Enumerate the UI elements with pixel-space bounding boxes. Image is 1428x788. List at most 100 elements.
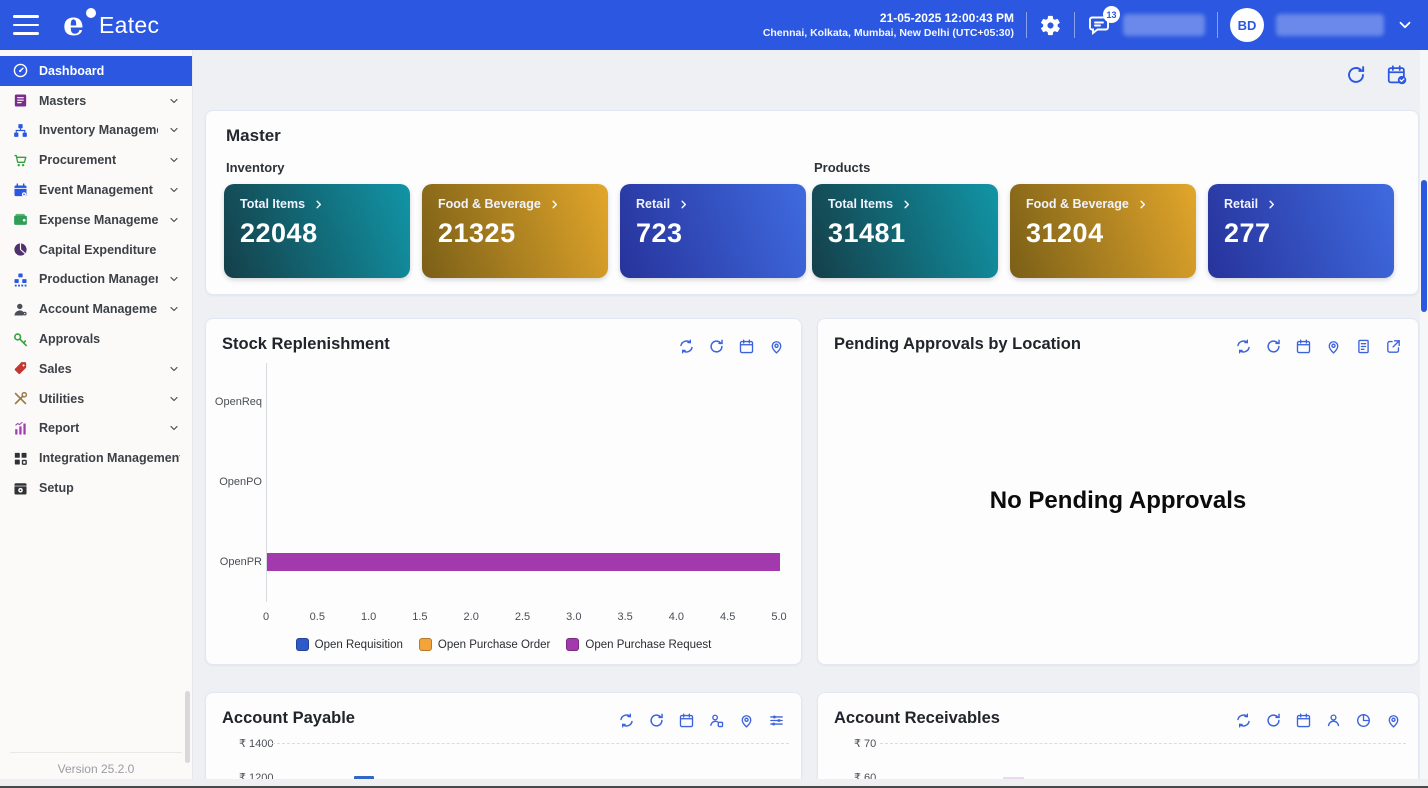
sidebar-item-event-management[interactable]: Event Management [0, 175, 192, 205]
chart-category-label: OpenPO [212, 476, 262, 488]
profile-chevron-down-icon[interactable] [1396, 16, 1414, 34]
sidebar-item-account-management[interactable]: Account Management [0, 294, 192, 324]
no-pending-approvals-message: No Pending Approvals [818, 487, 1418, 515]
account-payable-card: Account Payable ₹ 1400 ₹ 1200 [205, 692, 802, 788]
legend-label: Open Purchase Order [438, 639, 551, 651]
chart-bar[interactable] [267, 553, 780, 571]
main-scrollbar-thumb[interactable] [1421, 180, 1427, 312]
sidebar-item-label: Inventory Management [39, 123, 158, 137]
setup-icon [12, 480, 29, 497]
legend-swatch [566, 638, 579, 651]
master-card-title: Master [206, 111, 1418, 146]
tile-label: Retail [1224, 197, 1258, 211]
app-logo[interactable]: e Eatec [61, 7, 159, 43]
sidebar-item-production-management[interactable]: Production Management [0, 265, 192, 295]
sidebar-item-report[interactable]: Report [0, 414, 192, 444]
tile-inventory-food-beverage[interactable]: Food & Beverage 21325 [422, 184, 608, 278]
pie-chart-icon[interactable] [1355, 712, 1372, 729]
notifications-chat-icon[interactable]: 13 [1087, 13, 1111, 37]
location-icon[interactable] [738, 712, 755, 729]
calendar-icon[interactable] [1295, 338, 1312, 355]
chart-x-tick: 1.0 [361, 611, 376, 623]
card-title: Stock Replenishment [222, 335, 390, 354]
calendar-icon[interactable] [678, 712, 695, 729]
legend-item[interactable]: Open Requisition [296, 638, 403, 651]
sidebar-item-label: Sales [39, 362, 158, 376]
settings-gear-icon[interactable] [1039, 14, 1062, 37]
inventory-group: Inventory Total Items 22048 Food & Bever… [224, 156, 812, 278]
tile-value: 277 [1224, 218, 1378, 249]
sync-icon[interactable] [678, 338, 695, 355]
sidebar-item-expense-management[interactable]: Expense Management [0, 205, 192, 235]
tile-inventory-total-items[interactable]: Total Items 22048 [224, 184, 410, 278]
sidebar-item-sales[interactable]: Sales [0, 354, 192, 384]
tile-inventory-retail[interactable]: Retail 723 [620, 184, 806, 278]
sidebar-item-label: Procurement [39, 153, 158, 167]
tile-products-retail[interactable]: Retail 277 [1208, 184, 1394, 278]
sidebar-item-masters[interactable]: Masters [0, 86, 192, 116]
sidebar-item-integration-management[interactable]: Integration Management [0, 443, 192, 473]
location-icon[interactable] [768, 338, 785, 355]
legend-item[interactable]: Open Purchase Order [419, 638, 551, 651]
tile-products-food-beverage[interactable]: Food & Beverage 31204 [1010, 184, 1196, 278]
tile-products-total-items[interactable]: Total Items 31481 [812, 184, 998, 278]
chart-x-tick: 3.0 [566, 611, 581, 623]
sidebar-item-inventory-management[interactable]: Inventory Management [0, 116, 192, 146]
tile-label: Retail [636, 197, 670, 211]
customer-icon[interactable] [1325, 712, 1342, 729]
approvals-icon [12, 331, 29, 348]
app-version: Version 25.2.0 [10, 752, 182, 776]
sidebar-item-label: Utilities [39, 392, 158, 406]
chart-category-label: OpenReq [212, 396, 262, 408]
masters-icon [12, 92, 29, 109]
sidebar-item-setup[interactable]: Setup [0, 473, 192, 503]
sidebar-item-procurement[interactable]: Procurement [0, 145, 192, 175]
sidebar-item-label: Integration Management [39, 451, 180, 465]
refresh-icon[interactable] [1265, 712, 1282, 729]
open-external-icon[interactable] [1385, 338, 1402, 355]
location-icon[interactable] [1325, 338, 1342, 355]
sidebar-scrollbar-thumb[interactable] [185, 691, 190, 763]
sidebar-item-label: Dashboard [39, 64, 180, 78]
sidebar-item-label: Account Management [39, 302, 158, 316]
sidebar-item-label: Event Management [39, 183, 158, 197]
refresh-icon[interactable] [708, 338, 725, 355]
sidebar-item-approvals[interactable]: Approvals [0, 324, 192, 354]
utilities-icon [12, 390, 29, 407]
sidebar-item-dashboard[interactable]: Dashboard [0, 56, 192, 86]
sync-icon[interactable] [1235, 712, 1252, 729]
chevron-down-icon [168, 184, 180, 196]
tile-value: 31204 [1026, 218, 1180, 249]
card-title: Account Payable [222, 709, 355, 728]
inventory-group-label: Inventory [226, 160, 812, 175]
chevron-down-icon [168, 303, 180, 315]
chart-x-tick: 3.5 [617, 611, 632, 623]
calendar-icon[interactable] [738, 338, 755, 355]
main-scrollbar-track[interactable] [1420, 50, 1428, 781]
supplier-icon[interactable] [708, 712, 725, 729]
sidebar-item-utilities[interactable]: Utilities [0, 384, 192, 414]
chevron-right-icon [549, 199, 560, 210]
hamburger-menu-icon[interactable] [13, 15, 39, 35]
filter-icon[interactable] [768, 712, 785, 729]
sidebar-item-label: Production Management [39, 272, 158, 286]
sync-icon[interactable] [618, 712, 635, 729]
divider [1026, 12, 1027, 38]
divider [1217, 12, 1218, 38]
refresh-icon[interactable] [1345, 64, 1367, 86]
pending-approvals-card: Pending Approvals by Location No Pending… [817, 318, 1419, 665]
refresh-icon[interactable] [1265, 338, 1282, 355]
location-icon[interactable] [1385, 712, 1402, 729]
sync-icon[interactable] [1235, 338, 1252, 355]
redacted-user-name [1276, 14, 1384, 36]
sidebar-item-label: Expense Management [39, 213, 158, 227]
gridline [880, 743, 1406, 744]
sidebar-item-capital-expenditure[interactable]: Capital Expenditure [0, 235, 192, 265]
legend-item[interactable]: Open Purchase Request [566, 638, 711, 651]
user-avatar[interactable]: BD [1230, 8, 1264, 42]
calendar-check-icon[interactable] [1386, 64, 1408, 86]
chart-x-tick: 2.0 [464, 611, 479, 623]
refresh-icon[interactable] [648, 712, 665, 729]
calendar-icon[interactable] [1295, 712, 1312, 729]
report-icon[interactable] [1355, 338, 1372, 355]
